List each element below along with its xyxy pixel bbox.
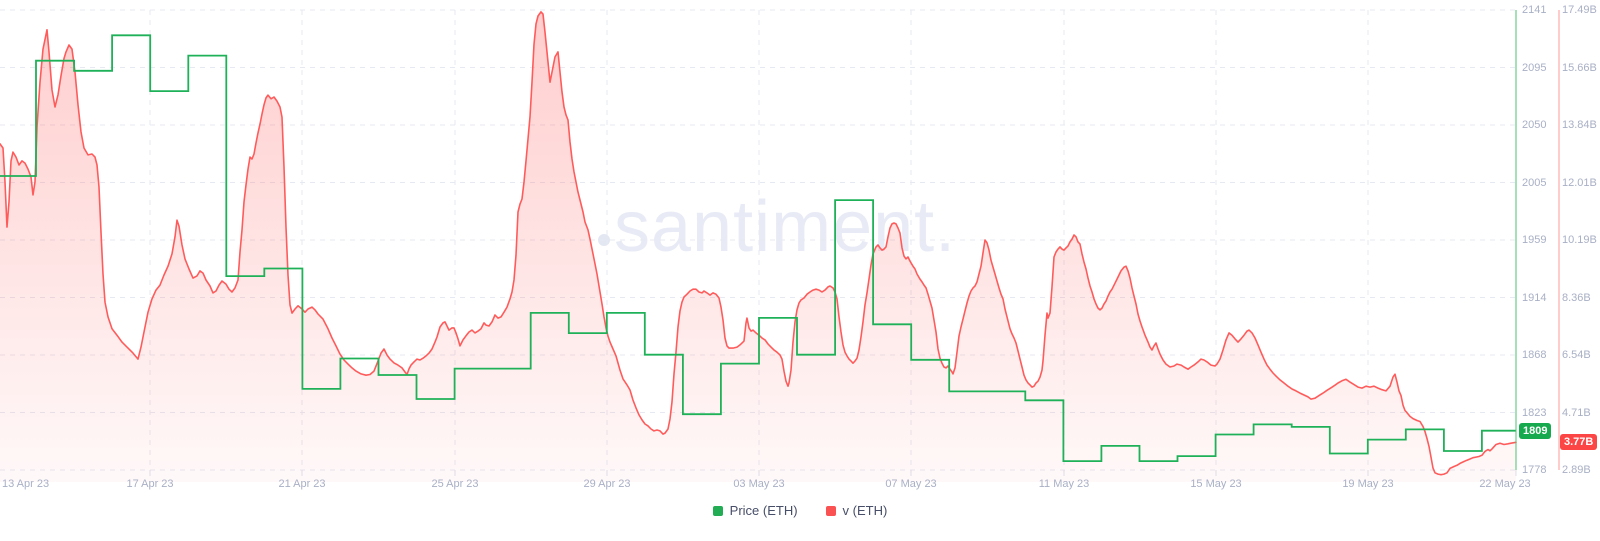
legend-item-price[interactable]: Price (ETH) bbox=[712, 503, 798, 518]
volume-tick-label: 6.54B bbox=[1562, 349, 1591, 361]
price-tick-label: 2095 bbox=[1522, 61, 1547, 74]
price-tick-label: 1868 bbox=[1522, 349, 1547, 361]
volume-tick-label: 12.01B bbox=[1562, 176, 1597, 189]
current-price-badge: 1809 bbox=[1519, 422, 1552, 439]
date-tick-label: 15 May 23 bbox=[1190, 478, 1242, 490]
volume-tick-label: 17.49B bbox=[1562, 4, 1597, 16]
date-tick-label: 29 Apr 23 bbox=[583, 478, 631, 490]
price-line bbox=[0, 34, 1516, 462]
date-tick-label: 13 Apr 23 bbox=[2, 478, 50, 490]
current-volume-badge: 3.77B bbox=[1560, 434, 1598, 451]
price-tick-label: 1959 bbox=[1522, 234, 1547, 246]
date-tick-label: 03 May 23 bbox=[733, 478, 785, 490]
price-tick-label: 2141 bbox=[1522, 4, 1547, 16]
volume-line bbox=[0, 11, 1517, 476]
price-series-swatch-icon bbox=[712, 505, 723, 516]
price-tick-label: 1914 bbox=[1522, 291, 1547, 304]
date-tick-label: 11 May 23 bbox=[1038, 478, 1090, 490]
volume-tick-label: 4.71B bbox=[1562, 406, 1591, 419]
date-tick-label: 21 Apr 23 bbox=[278, 478, 326, 490]
legend: Price (ETH) v (ETH) bbox=[0, 503, 1600, 518]
volume-series-swatch-icon bbox=[825, 505, 836, 516]
volume-tick-label: 10.19B bbox=[1562, 234, 1597, 246]
date-tick-label: 07 May 23 bbox=[885, 478, 937, 490]
volume-tick-label: 13.84B bbox=[1562, 119, 1597, 131]
date-tick-label: 19 May 23 bbox=[1342, 478, 1394, 490]
volume-tick-label: 8.36B bbox=[1562, 291, 1591, 304]
price-tick-label: 2050 bbox=[1522, 119, 1547, 131]
legend-volume-label: v (ETH) bbox=[842, 503, 888, 518]
date-tick-label: 25 Apr 23 bbox=[431, 478, 479, 490]
volume-tick-label: 15.66B bbox=[1562, 61, 1597, 74]
price-tick-label: 1778 bbox=[1522, 464, 1547, 476]
legend-price-label: Price (ETH) bbox=[729, 503, 798, 518]
volume-area bbox=[0, 11, 1516, 483]
date-axis-labels: 13 Apr 23 17 Apr 23 21 Apr 23 25 Apr 23 29 A… bbox=[0, 478, 1600, 492]
date-tick-label: 22 May 23 bbox=[1479, 478, 1531, 490]
price-tick-label: 1823 bbox=[1522, 406, 1547, 419]
volume-tick-label: 2.89B bbox=[1562, 464, 1591, 476]
date-tick-label: 17 Apr 23 bbox=[126, 478, 174, 490]
legend-item-volume[interactable]: v (ETH) bbox=[825, 503, 888, 518]
price-tick-label: 2005 bbox=[1522, 176, 1547, 189]
